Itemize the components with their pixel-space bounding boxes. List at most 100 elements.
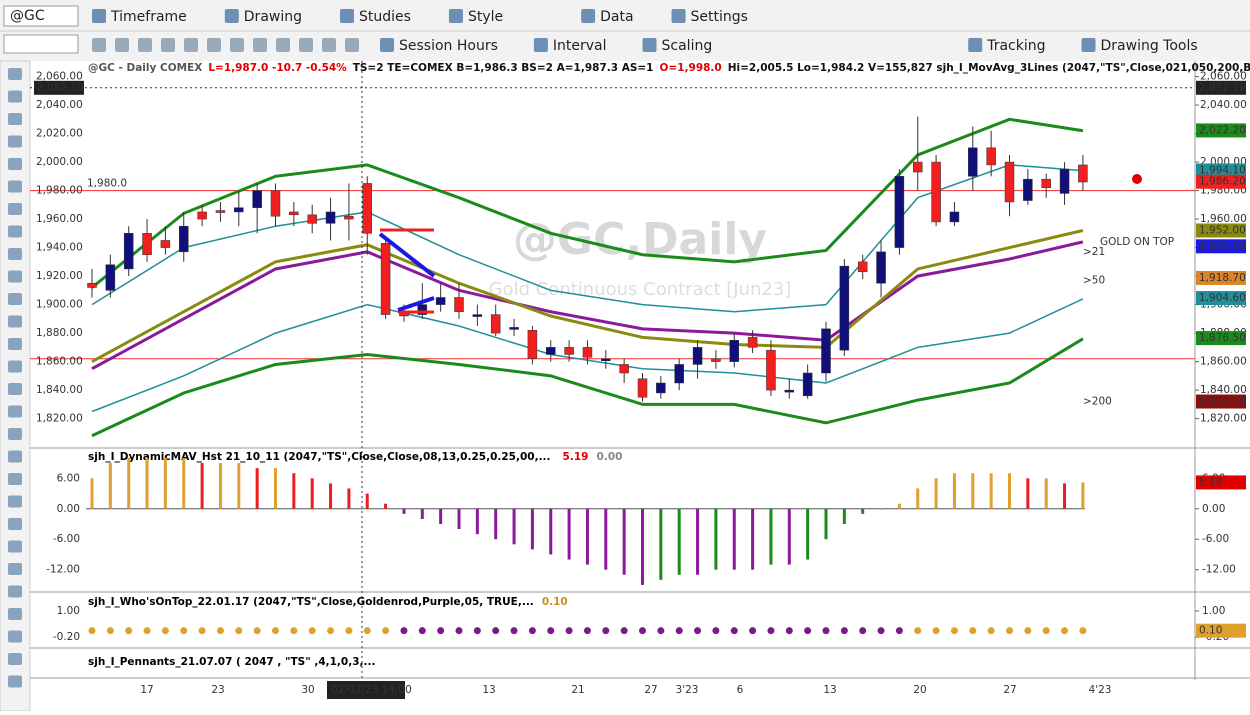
candle-body <box>711 358 721 362</box>
dot <box>400 627 408 635</box>
toolbar-icon[interactable] <box>230 38 244 52</box>
dot <box>730 627 738 635</box>
tool-icon[interactable] <box>8 135 22 148</box>
crosshair-label: 2,052.10 <box>37 82 84 94</box>
candle-body <box>857 261 868 273</box>
toolbar-icon[interactable] <box>968 38 983 52</box>
toolbar-button[interactable]: Settings <box>691 9 748 25</box>
toolbar-icon[interactable] <box>138 38 152 52</box>
tool-icon[interactable] <box>8 338 22 350</box>
tool-icon[interactable] <box>8 270 22 283</box>
input-box[interactable] <box>3 34 79 54</box>
tool-icon[interactable] <box>8 563 22 575</box>
tool-icon[interactable] <box>8 315 22 328</box>
toolbar-icon[interactable] <box>161 38 175 52</box>
dot <box>1024 627 1032 635</box>
tool-icon[interactable] <box>8 248 22 260</box>
toolbar-icon[interactable] <box>276 38 290 52</box>
candle-body <box>105 264 116 291</box>
toolbar-icon[interactable] <box>642 38 657 52</box>
toolbar-button[interactable]: Drawing <box>244 9 302 25</box>
toolbar-icon[interactable] <box>581 9 596 23</box>
dot <box>106 627 114 635</box>
toolbar-icon[interactable] <box>322 38 336 52</box>
dot <box>932 627 940 635</box>
toolbar-button[interactable]: Data <box>600 9 633 25</box>
tool-icon[interactable] <box>8 495 22 508</box>
tool-icon[interactable] <box>8 518 22 530</box>
tool-icon[interactable] <box>8 180 22 193</box>
toolbar-icon[interactable] <box>207 38 221 52</box>
hist-bar <box>604 508 608 570</box>
tool-icon[interactable] <box>8 540 22 553</box>
toolbar-icon[interactable] <box>1081 38 1096 52</box>
dot <box>749 627 757 635</box>
toolbar-icon[interactable] <box>92 38 106 52</box>
toolbar-icon[interactable] <box>340 9 354 23</box>
tool-icon[interactable] <box>8 90 22 103</box>
candle-body <box>876 251 886 284</box>
tool-icon[interactable] <box>8 293 22 305</box>
dot <box>272 627 279 635</box>
y-tick-label: 1,880.00 <box>36 327 83 339</box>
x-tick-label: 13 <box>482 684 495 696</box>
y-tick-label: 1,980.00 <box>36 185 83 197</box>
symbol-box[interactable] <box>3 5 79 27</box>
toolbar-icon[interactable] <box>671 9 686 23</box>
candle-body <box>931 161 941 223</box>
toolbar-icon[interactable] <box>224 9 239 23</box>
panel-title: sjh_I_DynamicMAV_Hst 21_10_11 (2047,"TS"… <box>88 451 551 463</box>
x-tick-label: 4'23 <box>1089 684 1112 696</box>
tool-icon[interactable] <box>8 158 22 170</box>
candle-body <box>1078 164 1088 183</box>
hist-bar <box>824 508 828 540</box>
toolbar-button[interactable]: Style <box>468 9 503 25</box>
tool-icon[interactable] <box>8 473 22 485</box>
tool-icon[interactable] <box>8 585 22 598</box>
alert-dot[interactable] <box>1132 174 1142 184</box>
dot <box>822 627 830 635</box>
tool-icon[interactable] <box>8 360 22 373</box>
indicator-line <box>91 117 1084 289</box>
tool-icon[interactable] <box>8 608 22 620</box>
price-marker <box>1196 174 1246 189</box>
toolbar-button[interactable]: Timeframe <box>110 9 187 25</box>
toolbar-button[interactable]: Session Hours <box>399 38 498 54</box>
tool-icon[interactable] <box>8 225 22 238</box>
toolbar-icon[interactable] <box>345 38 359 52</box>
tool-icon[interactable] <box>8 405 22 418</box>
candle-body <box>380 243 391 315</box>
tool-icon[interactable] <box>8 653 22 665</box>
tool-icon[interactable] <box>8 68 22 80</box>
hist-bar <box>1063 483 1067 509</box>
toolbar-button[interactable]: Drawing Tools <box>1101 38 1198 54</box>
toolbar-icon[interactable] <box>115 38 129 52</box>
tool-icon[interactable] <box>8 675 22 688</box>
hist-bar <box>384 503 388 509</box>
dot <box>198 627 206 635</box>
toolbar-icon[interactable] <box>380 38 394 52</box>
y-tick-label: 1,840.00 <box>36 384 83 396</box>
toolbar-icon[interactable] <box>253 38 267 52</box>
toolbar-button[interactable]: Studies <box>359 9 411 25</box>
tool-icon[interactable] <box>8 630 22 643</box>
tool-icon[interactable] <box>8 383 22 395</box>
tool-icon[interactable] <box>8 203 22 215</box>
candle-body <box>215 210 226 213</box>
toolbar-icon[interactable] <box>184 38 198 52</box>
tool-icon[interactable] <box>8 450 22 463</box>
toolbar-icon[interactable] <box>533 38 548 52</box>
toolbar-button[interactable]: Scaling <box>662 38 713 54</box>
dot <box>620 627 628 635</box>
toolbar-button[interactable]: Tracking <box>986 38 1045 54</box>
price-marker-label: 1,918.70 <box>1199 272 1246 284</box>
candle-body <box>1041 178 1051 188</box>
toolbar-icon[interactable] <box>92 9 106 23</box>
dot <box>345 627 353 635</box>
panel-value: 0.00 <box>597 451 623 463</box>
toolbar-icon[interactable] <box>299 38 313 52</box>
toolbar-icon[interactable] <box>448 9 463 23</box>
toolbar-button[interactable]: Interval <box>553 38 607 54</box>
tool-icon[interactable] <box>8 428 22 440</box>
tool-icon[interactable] <box>8 113 22 125</box>
